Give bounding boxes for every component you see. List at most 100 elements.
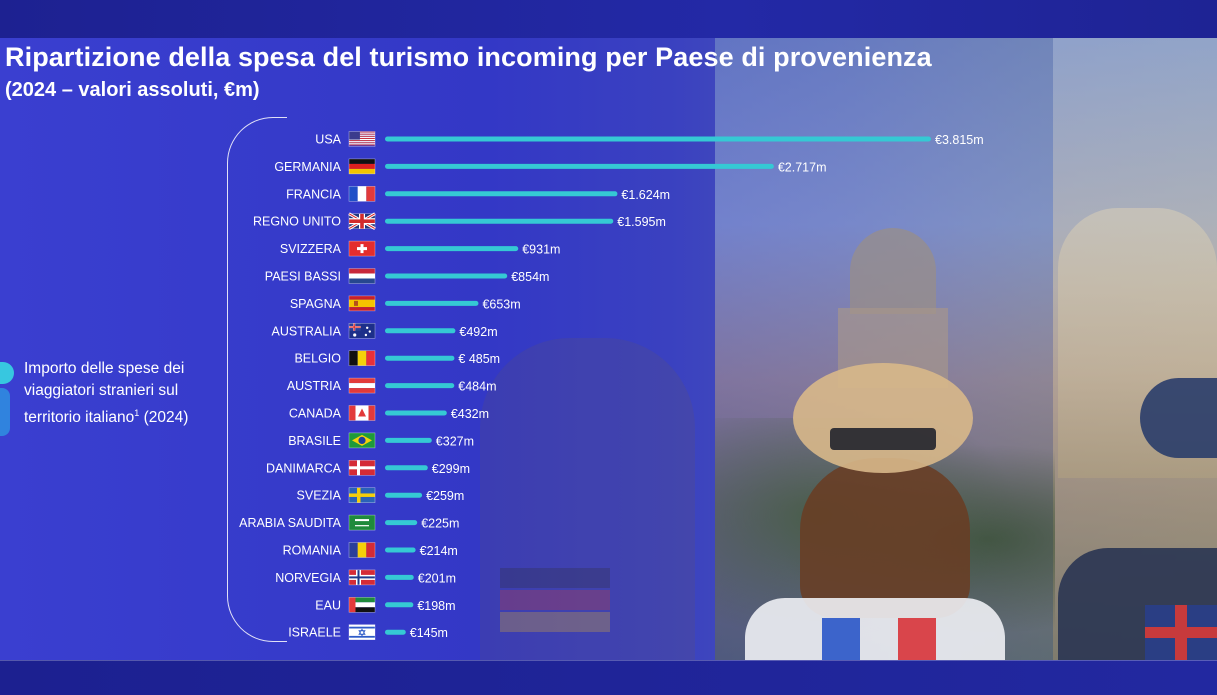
- bar-australia: [385, 328, 456, 334]
- country-label-paesi-bassi: PAESI BASSI: [265, 270, 341, 284]
- accent-bar-icon: [0, 388, 10, 436]
- background-shirt-stripe: [500, 590, 610, 610]
- bar-belgio: [385, 355, 455, 361]
- country-label-canada: CANADA: [289, 407, 342, 421]
- chart-title: Ripartizione della spesa del turismo inc…: [5, 42, 932, 72]
- country-label-svizzera: SVIZZERA: [280, 242, 342, 256]
- bar-danimarca: [385, 465, 428, 471]
- bar-israele: [385, 629, 406, 635]
- value-label-svizzera: €931m: [522, 243, 560, 257]
- value-label-regno-unito: €1.595m: [617, 215, 666, 229]
- bar-paesi-bassi: [385, 273, 508, 279]
- value-label-israele: €145m: [410, 626, 448, 640]
- background-shirt-flag: [822, 618, 860, 660]
- country-label-svezia: SVEZIA: [297, 489, 342, 503]
- background-person-silhouette: [480, 338, 695, 660]
- background-tourist-shirt: [745, 598, 1005, 660]
- saudi-arabia-flag-icon: [348, 514, 376, 531]
- germany-flag-icon: [348, 158, 376, 175]
- value-label-canada: €432m: [451, 407, 489, 421]
- accent-dot-icon: [0, 362, 14, 384]
- value-label-spagna: €653m: [482, 297, 520, 311]
- norway-flag-icon: [348, 569, 376, 586]
- country-label-francia: FRANCIA: [286, 187, 342, 201]
- background-tourist-hair: [800, 458, 970, 618]
- belgium-flag-icon: [348, 350, 376, 367]
- bar-arabia-saudita: [385, 520, 418, 526]
- background-tourist-hat: [793, 363, 973, 473]
- value-label-brasile: €327m: [436, 434, 474, 448]
- canada-flag-icon: [348, 405, 376, 421]
- bar-usa: [385, 136, 931, 142]
- country-label-austria: AUSTRIA: [287, 379, 342, 393]
- country-label-danimarca: DANIMARCA: [266, 461, 342, 475]
- top-band: [0, 0, 1217, 38]
- us-flag-icon: [348, 131, 376, 147]
- background-tourist2-cap: [1140, 378, 1217, 458]
- bar-germania: [385, 163, 774, 169]
- value-label-francia: €1.624m: [621, 188, 670, 202]
- value-label-austria: €484m: [458, 380, 496, 394]
- value-label-germania: €2.717m: [778, 160, 827, 174]
- bar-brasile: [385, 437, 432, 443]
- value-label-usa: €3.815m: [935, 133, 984, 147]
- country-label-australia: AUSTRALIA: [272, 324, 342, 338]
- side-note-year: (2024): [139, 409, 189, 427]
- chart-subtitle: (2024 – valori assoluti, €m): [5, 79, 260, 101]
- bar-regno-unito: [385, 218, 614, 224]
- value-label-romania: €214m: [420, 544, 458, 558]
- israel-flag-icon: [348, 624, 376, 641]
- background-tourist-hat-band: [830, 428, 936, 450]
- background-shirt-uk-flag: [1145, 605, 1217, 660]
- country-label-belgio: BELGIO: [294, 352, 341, 366]
- bar-francia: [385, 191, 618, 197]
- sweden-flag-icon: [348, 487, 376, 504]
- value-label-svezia: €259m: [426, 489, 464, 503]
- romania-flag-icon: [348, 542, 376, 558]
- country-label-eau: EAU: [315, 598, 341, 612]
- country-label-arabia-saudita: ARABIA SAUDITA: [239, 516, 342, 530]
- netherlands-flag-icon: [348, 268, 376, 284]
- background-shirt-stripe: [500, 568, 610, 588]
- value-label-arabia-saudita: €225m: [421, 517, 459, 531]
- value-label-paesi-bassi: €854m: [511, 270, 549, 284]
- austria-flag-icon: [348, 377, 376, 394]
- country-label-israele: ISRAELE: [288, 626, 341, 640]
- country-label-romania: ROMANIA: [283, 544, 342, 558]
- value-label-eau: €198m: [417, 599, 455, 613]
- side-note-text: Importo delle spese dei viaggiatori stra…: [24, 360, 185, 427]
- bar-spagna: [385, 300, 479, 306]
- background-shirt-stripe: [500, 612, 610, 632]
- value-label-danimarca: €299m: [432, 462, 470, 476]
- bottom-band: [0, 660, 1217, 695]
- background-photo-area: [0, 38, 1217, 660]
- value-label-australia: €492m: [459, 325, 497, 339]
- background-dome: [850, 228, 936, 314]
- uae-flag-icon: [348, 596, 376, 613]
- spain-flag-icon: [348, 295, 376, 312]
- switzerland-flag-icon: [348, 240, 376, 257]
- bar-norvegia: [385, 574, 414, 580]
- uk-flag-icon: [348, 212, 376, 230]
- bar-svizzera: [385, 246, 519, 252]
- value-label-belgio: € 485m: [458, 352, 500, 366]
- country-label-norvegia: NORVEGIA: [275, 571, 341, 585]
- bar-canada: [385, 410, 447, 416]
- footnote-mark: 1: [134, 408, 140, 418]
- country-label-usa: USA: [315, 133, 341, 147]
- country-label-regno-unito: REGNO UNITO: [253, 215, 341, 229]
- bar-svezia: [385, 492, 423, 498]
- australia-flag-icon: [348, 322, 376, 339]
- country-label-brasile: BRASILE: [288, 434, 341, 448]
- denmark-flag-icon: [348, 459, 376, 476]
- bar-eau: [385, 602, 414, 608]
- value-label-norvegia: €201m: [418, 571, 456, 585]
- background-shirt-flag: [898, 618, 936, 660]
- brazil-flag-icon: [348, 432, 376, 449]
- france-flag-icon: [348, 186, 376, 202]
- bar-romania: [385, 547, 416, 553]
- country-label-spagna: SPAGNA: [290, 297, 342, 311]
- side-note: Importo delle spese dei viaggiatori stra…: [24, 358, 224, 429]
- country-label-germania: GERMANIA: [274, 160, 341, 174]
